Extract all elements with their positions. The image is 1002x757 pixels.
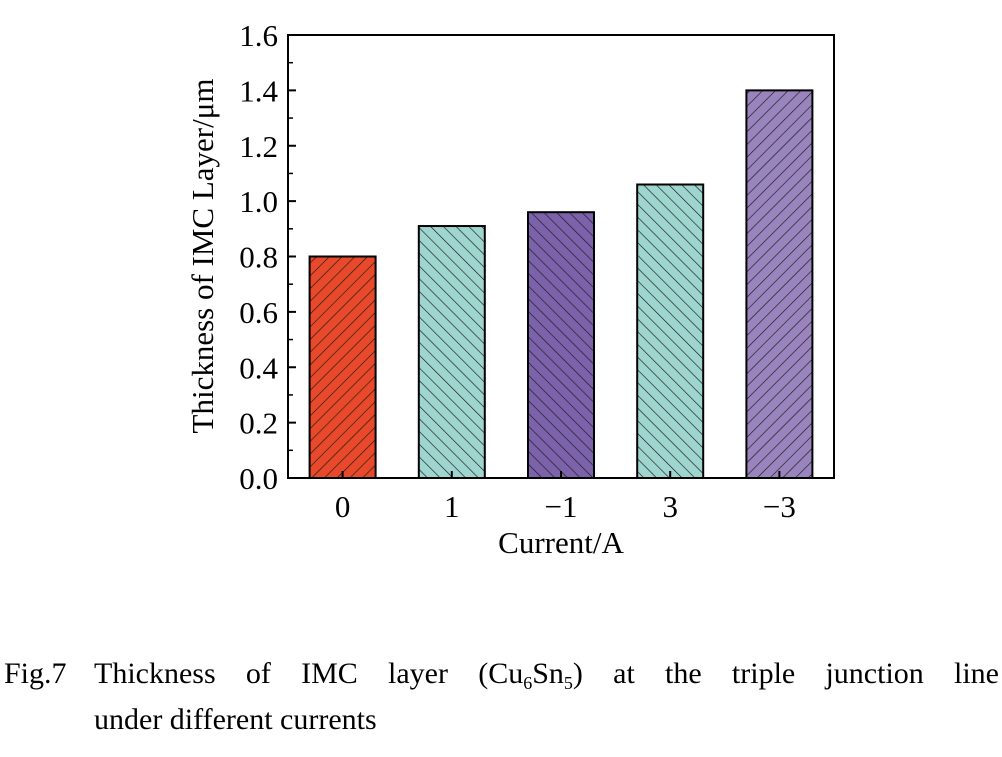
bars-group [308,89,814,479]
x-tick-label: 3 [662,489,678,524]
x-tick-label: −1 [545,489,578,524]
caption-text-c: ) at the triple junction line [572,657,999,690]
y-tick-label: 0.4 [239,350,278,385]
x-tick-label: −3 [763,489,796,524]
x-tick-label: 0 [335,489,351,524]
caption-line-2: under different currents [94,703,377,736]
y-tick-label: 1.6 [239,18,278,53]
bar-hatch-1 [417,225,486,479]
x-tick-label: 1 [444,489,460,524]
y-tick-label: 0.0 [239,461,278,496]
bar-hatch-4 [745,89,814,479]
bar-hatch-2 [527,211,595,479]
plot-frame [287,34,835,479]
caption-sub-5: 5 [563,673,573,693]
y-tick-label: 1.0 [239,184,278,219]
y-tick-label: 1.4 [239,73,278,108]
y-tick-label: 0.8 [239,240,278,275]
bar-hatch-3 [636,183,705,479]
caption-label: Fig.7 [4,657,67,690]
caption-text-b: Sn [532,657,564,690]
bar-hatch-0 [308,255,377,479]
y-axis-label: Thickness of IMC Layer/μm [185,79,220,434]
y-tick-label: 1.2 [239,129,278,164]
y-tick-label: 0.6 [239,295,278,330]
x-axis-label: Current/A [498,525,624,560]
y-axis-ticks: 0.0 0.2 0.4 0.6 0.8 1.0 1.2 1.4 1.6 [239,18,296,496]
bar-chart: 0.0 0.2 0.4 0.6 0.8 1.0 1.2 1.4 1.6 0 1 −1 3 −3 Curr… [185,18,835,560]
caption-sub-6: 6 [523,673,533,693]
caption-line-1: Thickness of IMC layer (Cu6Sn5) at the t… [94,654,999,694]
caption-text-a: Thickness of IMC layer (Cu [94,657,524,690]
x-axis-ticks: 0 1 −1 3 −3 [335,471,796,524]
y-tick-label: 0.2 [239,406,278,441]
